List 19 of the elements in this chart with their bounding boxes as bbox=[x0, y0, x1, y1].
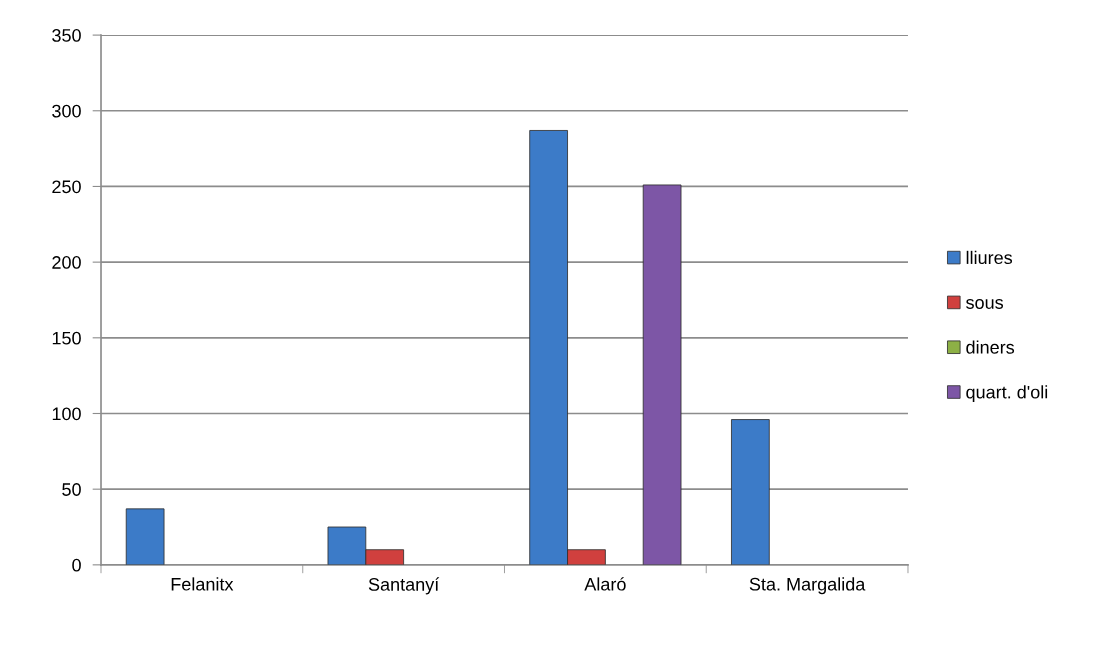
y-tick-label: 150 bbox=[52, 331, 81, 345]
legend-label: quart. d'oli bbox=[966, 385, 1048, 403]
legend-label: lliures bbox=[966, 250, 1013, 265]
legend-label: diners bbox=[966, 340, 1015, 354]
bar bbox=[731, 419, 770, 565]
bar bbox=[125, 508, 165, 565]
x-tick-label: Santanyí bbox=[368, 577, 440, 595]
y-tick-label: 100 bbox=[52, 407, 81, 421]
y-tick-label: 200 bbox=[52, 256, 81, 269]
legend-label: sous bbox=[966, 299, 1004, 309]
y-tick-label: 250 bbox=[52, 180, 81, 194]
y-tick-label: 0 bbox=[72, 558, 81, 572]
y-tick-label: 300 bbox=[52, 104, 81, 118]
y-tick-label: 50 bbox=[62, 483, 81, 496]
x-tick-label: Alaró bbox=[584, 577, 626, 591]
x-tick-label: Sta. Margalida bbox=[749, 577, 866, 595]
bar bbox=[642, 184, 682, 565]
y-tick-label: 350 bbox=[52, 29, 81, 42]
x-tick-label: Felanitx bbox=[171, 577, 234, 591]
